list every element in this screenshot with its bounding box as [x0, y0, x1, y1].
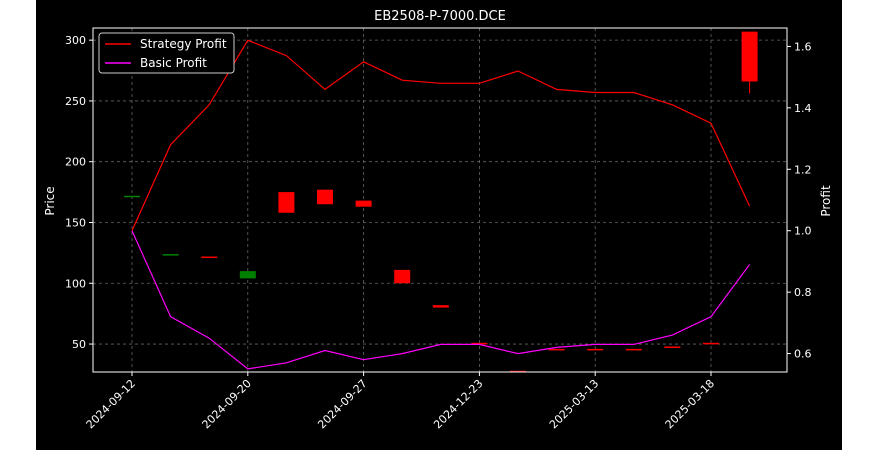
- profit-lines: [131, 39, 751, 370]
- candle: [394, 269, 411, 284]
- y-axis-label-left: Price: [43, 186, 57, 215]
- strategy-profit-line: [131, 39, 751, 231]
- candle: [124, 195, 140, 198]
- candle: [239, 271, 256, 279]
- y-left-tick-label: 200: [65, 156, 86, 169]
- y-left-tick-label: 250: [65, 95, 86, 108]
- legend-box: [98, 32, 235, 74]
- plot-frame: [92, 27, 788, 373]
- y-right-tick-label: 0.8: [794, 286, 812, 299]
- y-right-tick-label: 1.2: [794, 163, 812, 176]
- candle: [278, 192, 295, 213]
- candles: [124, 31, 758, 373]
- y-axis-label-right: Profit: [819, 185, 833, 217]
- y-right-tick-label: 1.4: [794, 102, 812, 115]
- candle: [625, 348, 642, 351]
- legend: Strategy Profit Basic Profit: [98, 32, 235, 74]
- y-right-tick-label: 1.6: [794, 40, 812, 53]
- candle: [317, 189, 333, 205]
- y-left-tick-label: 50: [72, 338, 86, 351]
- y-left-tick-label: 300: [65, 34, 86, 47]
- candle: [432, 305, 449, 308]
- y-left-tick-label: 150: [65, 216, 86, 229]
- y-right-tick-label: 1.0: [794, 225, 812, 238]
- candle: [664, 346, 681, 348]
- legend-label-basic: Basic Profit: [140, 56, 207, 70]
- y-left-tick-label: 100: [65, 277, 86, 290]
- candle: [162, 254, 179, 256]
- candle: [548, 348, 565, 351]
- candle: [703, 342, 719, 345]
- legend-label-strategy: Strategy Profit: [140, 37, 227, 51]
- basic-profit-line: [131, 230, 751, 370]
- chart-background: [36, 0, 842, 450]
- candle: [587, 348, 604, 351]
- candle: [471, 342, 488, 345]
- chart-title: EB2508-P-7000.DCE: [374, 9, 506, 24]
- candle: [355, 200, 372, 207]
- candle: [201, 256, 218, 259]
- candle: [741, 31, 758, 82]
- y-right-tick-label: 0.6: [794, 348, 812, 361]
